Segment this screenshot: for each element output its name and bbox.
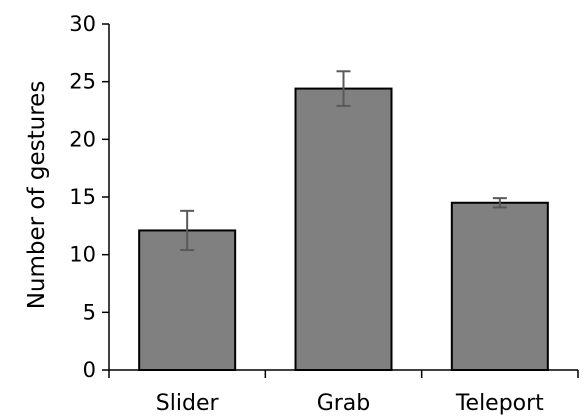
y-tick-label: 15	[69, 185, 96, 209]
y-axis: 0 5 10 15 20 25 30	[69, 12, 110, 382]
x-category-label-grab: Grab	[317, 391, 371, 416]
y-tick-label: 25	[69, 70, 96, 94]
x-axis: Slider Grab Teleport	[108, 369, 579, 416]
error-bars-group	[180, 70, 507, 252]
bars-group	[138, 87, 549, 371]
y-tick-label: 20	[69, 127, 96, 151]
bar-grab	[294, 87, 393, 371]
y-tick-label: 10	[69, 243, 96, 267]
x-category-label-slider: Slider	[156, 391, 220, 416]
y-tick-label: 0	[83, 358, 96, 382]
bar-slider	[138, 229, 237, 371]
x-category-label-teleport: Teleport	[455, 391, 544, 416]
y-tick-label: 5	[83, 300, 96, 324]
bar-teleport	[450, 201, 549, 371]
y-axis-title: Number of gestures	[24, 81, 50, 310]
y-tick-label: 30	[69, 12, 96, 36]
